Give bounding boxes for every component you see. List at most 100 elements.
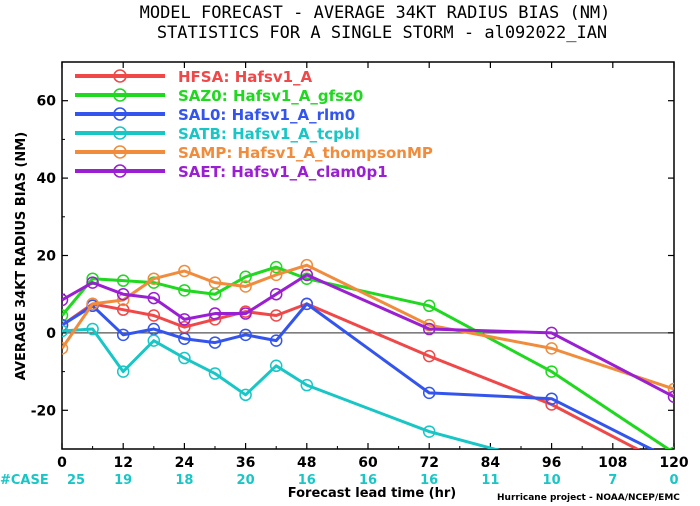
- data-point: [178, 284, 191, 297]
- data-point: [545, 342, 558, 355]
- y-axis-label: AVERAGE 34KT RADIUS BIAS (NM): [14, 132, 29, 380]
- legend-marker: [113, 107, 127, 121]
- data-point: [208, 276, 222, 289]
- data-point: [239, 328, 252, 342]
- data-point: [86, 276, 99, 289]
- series-line: [62, 302, 655, 449]
- data-point: [545, 392, 558, 405]
- y-tick-label: 40: [37, 171, 57, 187]
- x-tick-label: 36: [236, 455, 255, 471]
- y-axis: -20 0 20 40 60: [31, 61, 674, 450]
- data-point: [422, 425, 436, 438]
- x-axis: 0 12 24 36 48 60 72 84 96 108 120: [57, 62, 689, 471]
- data-point: [300, 297, 314, 311]
- data-point: [116, 365, 130, 378]
- case-count: 16: [420, 473, 438, 488]
- data-point: [300, 378, 314, 392]
- x-tick-label: 84: [481, 455, 501, 471]
- y-tick-label: 0: [46, 326, 56, 342]
- data-point: [667, 390, 674, 404]
- chart-title-line1: MODEL FORECAST - AVERAGE 34KT RADIUS BIA…: [140, 3, 611, 23]
- series-group: [62, 258, 674, 449]
- case-count: 25: [67, 473, 85, 488]
- data-point: [269, 359, 283, 373]
- data-point: [147, 272, 161, 285]
- data-point: [147, 291, 161, 305]
- legend-label: SAL0: Hafsv1_A_rlm0: [178, 106, 355, 124]
- legend-marker: [113, 69, 127, 83]
- legend-marker: [113, 88, 127, 102]
- case-counts: 25 19 18 20 16 16 16 11 10 7 0: [67, 473, 679, 488]
- data-point: [269, 309, 283, 322]
- data-point: [422, 299, 436, 313]
- y-tick-label: -20: [31, 403, 57, 419]
- legend-label: SAMP: Hafsv1_A_thompsonMP: [178, 144, 433, 162]
- data-point: [147, 334, 161, 347]
- data-point: [300, 268, 314, 282]
- x-tick-label: 72: [419, 455, 438, 471]
- legend-entry: SAMP: Hafsv1_A_thompsonMP: [75, 144, 433, 162]
- case-count: 18: [175, 473, 193, 488]
- data-point: [300, 258, 314, 272]
- case-count: 16: [359, 473, 377, 488]
- y-tick-label: 20: [37, 249, 57, 265]
- legend-entry: SAL0: Hafsv1_A_rlm0: [75, 106, 355, 124]
- legend-marker: [113, 164, 127, 178]
- x-tick-label: 108: [598, 455, 627, 471]
- case-count: 0: [669, 473, 678, 488]
- data-point: [86, 297, 99, 311]
- legend-label: SAZ0: Hafsv1_A_gfsz0: [178, 87, 363, 105]
- x-axis-label: Forecast lead time (hr): [288, 486, 456, 501]
- data-point: [239, 280, 252, 293]
- series-line: [62, 327, 500, 449]
- data-point: [545, 326, 558, 340]
- data-point: [147, 309, 161, 322]
- data-point: [62, 293, 69, 307]
- legend-label: SAET: Hafsv1_A_clam0p1: [178, 163, 388, 181]
- data-point: [269, 268, 283, 282]
- x-tick-label: 60: [358, 455, 378, 471]
- legend-entry: HFSA: Hafsv1_A: [75, 68, 313, 86]
- data-point: [239, 388, 252, 402]
- data-point: [62, 309, 69, 322]
- case-count: 19: [114, 473, 132, 488]
- series-5: [62, 258, 674, 396]
- data-point: [208, 307, 222, 320]
- case-count: 11: [481, 473, 499, 488]
- data-point: [62, 342, 69, 355]
- case-count: 7: [608, 473, 617, 488]
- data-point: [178, 264, 191, 278]
- legend-label: HFSA: Hafsv1_A: [178, 68, 313, 86]
- legend-entry: SATB: Hafsv1_A_tcpbl: [75, 125, 360, 143]
- series-3: [62, 297, 655, 449]
- plot-area: 0 12 24 36 48 60 72 84 96 108 120 -20 0 20 40 60: [31, 61, 689, 471]
- data-point: [239, 270, 252, 284]
- case-count: 20: [237, 473, 255, 488]
- data-point: [208, 367, 222, 380]
- data-point: [178, 313, 191, 326]
- case-count: 16: [298, 473, 316, 488]
- legend-label: SATB: Hafsv1_A_tcpbl: [178, 125, 360, 143]
- x-tick-label: 12: [113, 455, 132, 471]
- case-label: #CASE: [0, 473, 49, 488]
- data-point: [667, 382, 674, 396]
- legend-entry: SAZ0: Hafsv1_A_gfsz0: [75, 87, 363, 105]
- data-point: [208, 336, 222, 349]
- data-point: [422, 349, 436, 363]
- x-tick-label: 48: [297, 455, 316, 471]
- data-point: [116, 303, 130, 316]
- series-6: [62, 268, 674, 404]
- data-point: [269, 260, 283, 274]
- data-point: [422, 322, 436, 336]
- x-tick-label: 0: [57, 455, 67, 471]
- data-point: [116, 274, 130, 287]
- data-point: [239, 307, 252, 320]
- legend-marker: [113, 145, 127, 159]
- data-point: [422, 386, 436, 400]
- chart-title-line2: STATISTICS FOR A SINGLE STORM - al092022…: [157, 23, 607, 43]
- data-point: [62, 318, 69, 332]
- data-point: [86, 322, 99, 336]
- data-point: [269, 334, 283, 347]
